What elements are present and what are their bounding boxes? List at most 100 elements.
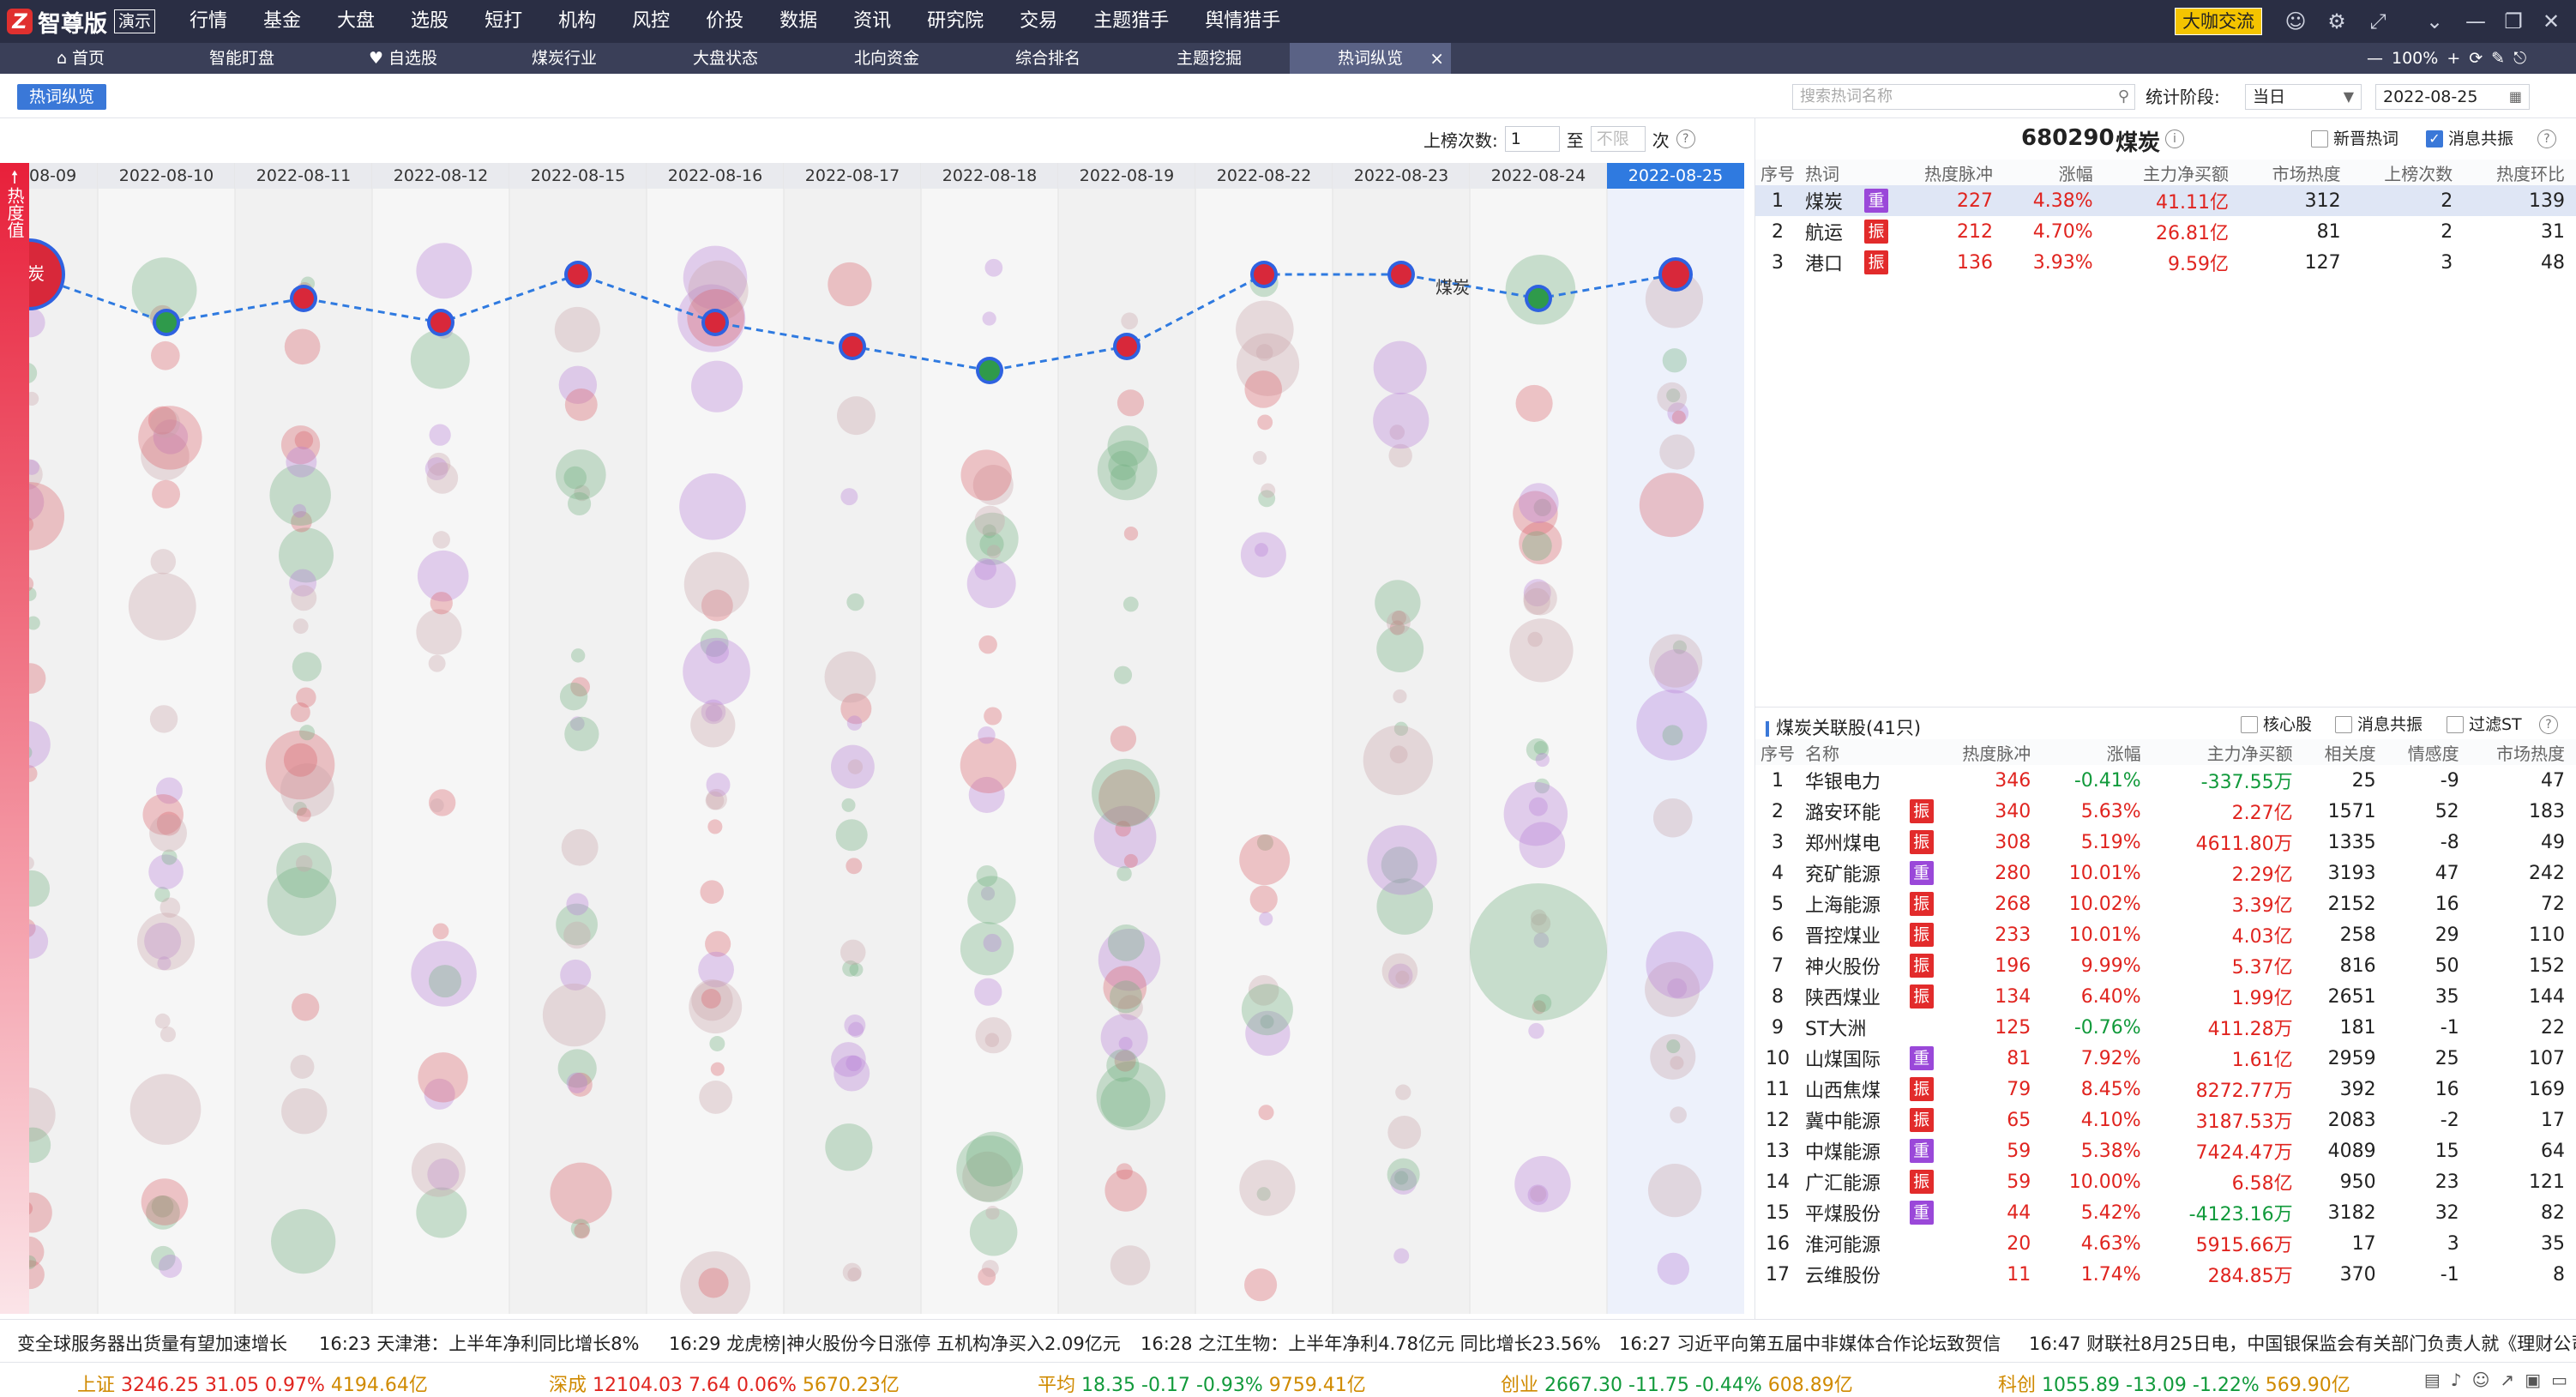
hot-word-bubble[interactable] <box>981 1260 999 1278</box>
hot-word-bubble[interactable] <box>150 407 180 438</box>
hot-word-bubble[interactable] <box>835 819 868 852</box>
minimize-icon[interactable]: — <box>2465 9 2486 33</box>
hot-word-bubble[interactable] <box>680 1251 751 1314</box>
highlight-point[interactable] <box>1528 288 1549 309</box>
hot-word-bubble[interactable] <box>1522 531 1552 561</box>
hot-word-bubble[interactable] <box>834 1055 870 1092</box>
hot-word-bubble[interactable] <box>159 1254 183 1279</box>
menu-item[interactable]: 短打 <box>485 10 523 32</box>
news-item[interactable]: 16:47 财联社8月25日电，中国银保监会有关部门负责人就《理财公司 <box>2029 1334 2576 1354</box>
monitor-icon[interactable]: ▭ <box>2551 1370 2567 1390</box>
hot-word-bubble[interactable] <box>1650 1033 1696 1080</box>
hot-word-bubble[interactable] <box>698 951 734 988</box>
hot-word-bubble[interactable] <box>1098 769 1156 827</box>
hot-word-bubble[interactable] <box>151 1195 174 1218</box>
stock-name[interactable]: ST大洲 <box>1805 1019 1867 1040</box>
menu-item[interactable]: 数据 <box>779 10 818 32</box>
column-header[interactable]: 市场热度 <box>2241 160 2353 185</box>
hot-word-bubble[interactable] <box>430 798 444 813</box>
table-row[interactable]: 4 兖矿能源 重 280 10.01% 2.29亿 3193 47 242 <box>1755 858 2576 888</box>
hot-word-bubble[interactable] <box>1646 930 1714 999</box>
table-row[interactable]: 11 山西焦煤 振 79 8.45% 8272.77万 392 16 169 <box>1755 1074 2576 1105</box>
refresh-icon[interactable]: ⟳ <box>2469 49 2483 68</box>
hot-word-bubble[interactable] <box>29 1236 45 1268</box>
tab-hot-words[interactable]: 热词纵览 × <box>1290 43 1451 74</box>
hot-word-bubble[interactable] <box>705 930 731 957</box>
table-row[interactable]: 9 ST大洲 125 -0.76% 411.28万 181 -1 22 <box>1755 1012 2576 1043</box>
hot-word-bubble[interactable] <box>1523 587 1550 616</box>
date-column[interactable] <box>29 189 98 1314</box>
hot-word-bubble[interactable] <box>1519 521 1562 565</box>
hot-word-bubble[interactable] <box>428 965 462 998</box>
date-column[interactable] <box>1195 189 1333 1314</box>
bell-icon[interactable]: ♪ <box>2450 1370 2462 1390</box>
hot-word-bubble[interactable] <box>966 559 1016 609</box>
hot-word-bubble[interactable] <box>29 587 37 601</box>
hot-word-bubble[interactable] <box>559 683 588 711</box>
hot-word-bubble[interactable] <box>1363 725 1434 796</box>
hot-word-bubble[interactable] <box>1259 912 1273 926</box>
menu-item[interactable]: 风控 <box>632 10 671 32</box>
hot-word-bubble[interactable] <box>29 1192 52 1233</box>
hot-word-bubble[interactable] <box>849 962 864 977</box>
hot-word-bubble[interactable] <box>974 557 996 581</box>
hot-word-bubble[interactable] <box>271 1208 336 1274</box>
hot-word-bubble[interactable] <box>710 1062 725 1076</box>
hot-word-bubble[interactable] <box>142 794 184 835</box>
hot-word-bubble[interactable] <box>1670 1056 1684 1070</box>
date-column[interactable] <box>235 189 372 1314</box>
hot-word-bubble[interactable] <box>1530 1185 1547 1202</box>
menu-item[interactable]: 主题猎手 <box>1093 10 1170 32</box>
hot-word-bubble[interactable] <box>980 886 996 900</box>
hot-word-bubble[interactable] <box>1244 1268 1278 1302</box>
hot-word-bubble[interactable] <box>128 572 196 641</box>
hot-word-bubble[interactable] <box>289 569 317 597</box>
highlight-point[interactable] <box>293 288 314 309</box>
hot-word-bubble[interactable] <box>1645 961 1700 1017</box>
hot-word-name[interactable]: 航运 <box>1805 223 1844 244</box>
hot-word-bubble[interactable] <box>1395 970 1410 985</box>
hot-word-bubble[interactable] <box>1248 974 1279 1006</box>
hot-word-bubble[interactable] <box>284 328 321 365</box>
hot-word-bubble[interactable] <box>29 765 38 782</box>
hot-word-bubble[interactable] <box>1389 745 1408 764</box>
hot-word-bubble[interactable] <box>146 1195 180 1230</box>
table-row[interactable]: 2 潞安环能 振 340 5.63% 2.27亿 1571 52 183 <box>1755 796 2576 827</box>
hot-word-bubble[interactable] <box>148 854 184 889</box>
hot-word-bubble[interactable] <box>1093 805 1157 869</box>
hot-word-bubble[interactable] <box>846 715 863 731</box>
filter-st-checkbox[interactable]: 过滤ST <box>2447 714 2522 735</box>
column-header[interactable]: 序号 <box>1755 739 1800 765</box>
hot-word-bubble[interactable] <box>156 811 181 836</box>
shrink-icon[interactable]: ⤢ <box>2369 9 2386 33</box>
tab-coal-industry[interactable]: 煤炭行业 <box>484 43 645 74</box>
tab-home[interactable]: ⌂ 首页 <box>0 43 161 74</box>
hot-word-bubble[interactable] <box>1239 834 1291 886</box>
hot-word-bubble[interactable] <box>969 1207 1018 1256</box>
hot-word-bubble[interactable] <box>428 654 446 672</box>
menu-item[interactable]: 选股 <box>411 10 449 32</box>
tab-watchlist[interactable]: ♥ 自选股 <box>322 43 484 74</box>
date-tick-label[interactable]: 2022-08-22 <box>1217 166 1311 185</box>
hot-word-bubble[interactable] <box>563 921 591 949</box>
hot-word-bubble[interactable] <box>265 730 335 800</box>
hot-word-bubble[interactable] <box>416 609 462 655</box>
hot-word-bubble[interactable] <box>1114 1050 1136 1072</box>
hot-word-bubble[interactable] <box>706 788 727 810</box>
hot-word-bubble[interactable] <box>1657 1252 1690 1286</box>
hot-word-bubble[interactable] <box>1244 370 1283 408</box>
stock-name[interactable]: 中煤能源 <box>1805 1142 1881 1164</box>
hot-word-bubble[interactable] <box>1662 725 1683 746</box>
hot-word-bubble[interactable] <box>1648 634 1703 688</box>
restore-icon[interactable]: ❐ <box>2504 9 2523 33</box>
hot-word-bubble[interactable] <box>131 257 197 323</box>
news-resonance-checkbox[interactable]: ✓ 消息共振 <box>2426 129 2513 149</box>
hot-word-bubble[interactable] <box>1394 1171 1409 1185</box>
hot-word-bubble[interactable] <box>1636 689 1707 761</box>
new-hot-checkbox[interactable]: 新晋热词 <box>2311 129 2398 149</box>
hot-word-bubble[interactable] <box>984 1033 1000 1047</box>
column-header[interactable]: 热度脉冲 <box>1893 160 2006 185</box>
hot-word-bubble[interactable] <box>706 641 729 664</box>
hot-word-bubble[interactable] <box>1373 340 1427 394</box>
hot-word-bubble[interactable] <box>1393 689 1407 704</box>
